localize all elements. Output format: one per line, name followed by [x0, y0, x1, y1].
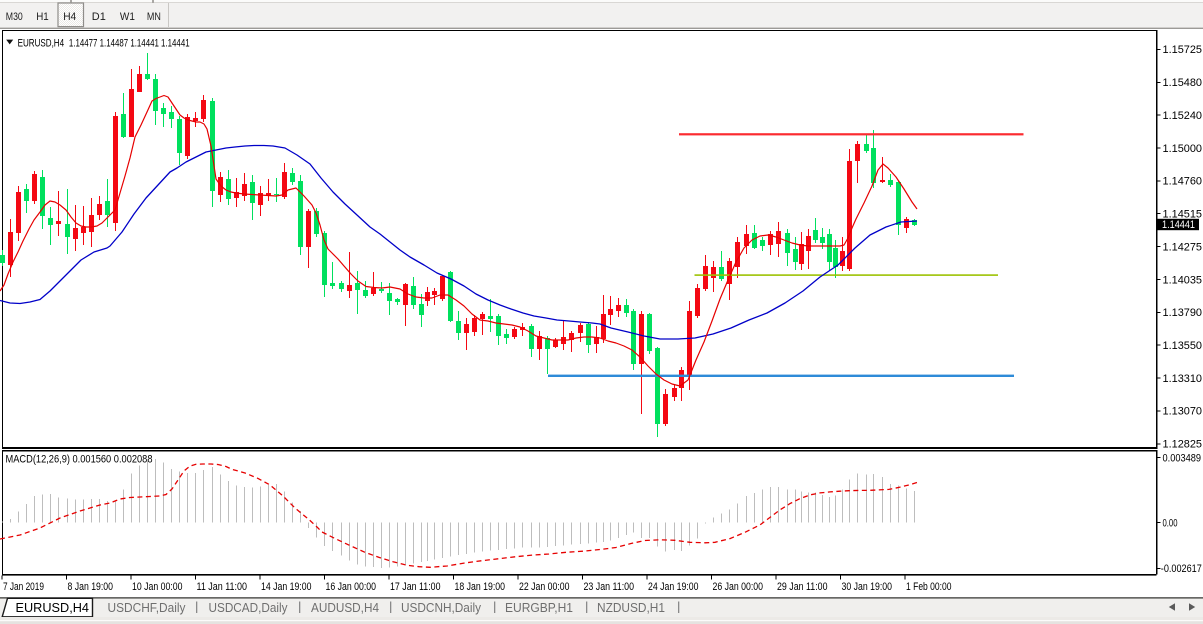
svg-text:1.14441: 1.14441 — [1162, 219, 1195, 231]
svg-text:EURUSD,H4: EURUSD,H4 — [18, 37, 65, 49]
svg-text:0.003489: 0.003489 — [1163, 453, 1202, 465]
svg-text:1.13070: 1.13070 — [1163, 406, 1203, 418]
svg-text:MN: MN — [147, 11, 161, 23]
svg-text:D1: D1 — [92, 11, 106, 23]
svg-text:23 Jan 11:00: 23 Jan 11:00 — [584, 581, 635, 593]
svg-text:1.14760: 1.14760 — [1163, 176, 1203, 188]
svg-text:W1: W1 — [120, 11, 135, 23]
svg-text:30 Jan 19:00: 30 Jan 19:00 — [842, 581, 893, 593]
svg-text:M30: M30 — [6, 11, 23, 23]
svg-text:EURUSD,H4: EURUSD,H4 — [16, 601, 90, 615]
svg-text:24 Jan 19:00: 24 Jan 19:00 — [648, 581, 699, 593]
svg-text:USDCHF,Daily: USDCHF,Daily — [108, 601, 187, 615]
svg-text:1.15480: 1.15480 — [1163, 77, 1203, 89]
svg-text:16 Jan 00:00: 16 Jan 00:00 — [326, 581, 377, 593]
svg-text:1.14515: 1.14515 — [1163, 209, 1203, 221]
svg-text:11 Jan 11:00: 11 Jan 11:00 — [197, 581, 248, 593]
svg-text:17 Jan 11:00: 17 Jan 11:00 — [390, 581, 441, 593]
svg-text:1.12825: 1.12825 — [1163, 439, 1203, 451]
svg-text:AUDUSD,H4: AUDUSD,H4 — [311, 601, 379, 615]
svg-text:0.00: 0.00 — [1163, 517, 1178, 529]
svg-text:14 Jan 19:00: 14 Jan 19:00 — [261, 581, 312, 593]
svg-text:22 Jan 00:00: 22 Jan 00:00 — [519, 581, 570, 593]
svg-text:18 Jan 19:00: 18 Jan 19:00 — [455, 581, 506, 593]
svg-text:26 Jan 00:00: 26 Jan 00:00 — [713, 581, 764, 593]
svg-text:1.14035: 1.14035 — [1163, 274, 1203, 286]
svg-text:8 Jan 19:00: 8 Jan 19:00 — [68, 581, 114, 593]
svg-text:USDCNH,Daily: USDCNH,Daily — [401, 601, 482, 615]
svg-text:1.14275: 1.14275 — [1163, 241, 1203, 253]
svg-text:H4: H4 — [63, 11, 76, 23]
svg-text:29 Jan 11:00: 29 Jan 11:00 — [777, 581, 828, 593]
svg-text:1 Feb 00:00: 1 Feb 00:00 — [906, 581, 952, 593]
svg-text:MACD(12,26,9) 0.001560 0.00208: MACD(12,26,9) 0.001560 0.002088 — [6, 453, 153, 465]
svg-text:7 Jan 2019: 7 Jan 2019 — [3, 581, 44, 593]
svg-text:USDCAD,Daily: USDCAD,Daily — [209, 601, 289, 615]
svg-text:1.14477 1.14487 1.14441 1.1444: 1.14477 1.14487 1.14441 1.14441 — [69, 37, 190, 49]
svg-text:1.15725: 1.15725 — [1163, 44, 1203, 56]
svg-text:H1: H1 — [36, 11, 49, 23]
svg-text:EURGBP,H1: EURGBP,H1 — [505, 601, 573, 615]
svg-text:1.13790: 1.13790 — [1163, 307, 1203, 319]
svg-text:10 Jan 00:00: 10 Jan 00:00 — [132, 581, 183, 593]
svg-text:1.15000: 1.15000 — [1163, 143, 1203, 155]
svg-text:-0.002617: -0.002617 — [1161, 563, 1202, 575]
svg-text:1.13310: 1.13310 — [1163, 373, 1203, 385]
svg-text:NZDUSD,H1: NZDUSD,H1 — [597, 601, 665, 615]
svg-text:1.13550: 1.13550 — [1163, 340, 1203, 352]
svg-text:1.15240: 1.15240 — [1163, 110, 1203, 122]
